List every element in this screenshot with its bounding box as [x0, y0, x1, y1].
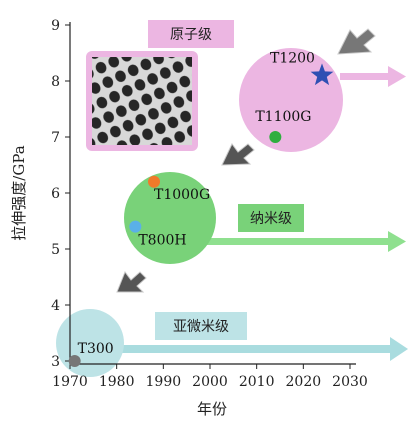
- data-label-t1200: T1200: [270, 50, 315, 66]
- x-tick-label: 1980: [99, 374, 135, 390]
- y-axis-title: 拉伸强度/GPa: [10, 145, 28, 240]
- data-point-t300: [68, 355, 81, 367]
- x-axis-title: 年份: [197, 400, 227, 418]
- label-box-submicron: [155, 312, 247, 340]
- progress-arrow-3: [337, 28, 376, 55]
- label-box-nano: [238, 204, 304, 232]
- label-submicron: 亚微米级: [173, 319, 229, 335]
- data-point-t1000g: [148, 175, 160, 188]
- y-tick-label: 6: [51, 186, 60, 202]
- label-nano: 纳米级: [250, 211, 292, 227]
- data-label-t800h: T800H: [138, 233, 186, 249]
- band-submicron-arrowhead: [390, 337, 408, 361]
- data-label-t300: T300: [78, 341, 114, 357]
- data-point-t800h: [129, 220, 142, 233]
- y-tick-label: 9: [51, 18, 60, 34]
- x-tick-label: 1970: [52, 374, 88, 390]
- data-label-t1100g: T1100G: [255, 109, 311, 125]
- label-atomic: 原子级: [170, 27, 212, 43]
- progress-arrow-1: [116, 270, 147, 293]
- x-tick-label: 1990: [146, 374, 182, 390]
- data-point-t1200: [310, 63, 334, 86]
- band-nano-arrow: [200, 238, 390, 245]
- x-tick-label: 2010: [239, 374, 275, 390]
- label-box-atomic: [148, 20, 234, 48]
- y-tick-label: 8: [51, 74, 60, 90]
- band-submicron-arrow: [100, 345, 392, 353]
- y-tick-label: 7: [51, 130, 60, 146]
- x-tick-label: 2000: [192, 374, 228, 390]
- progress-arrow-2: [221, 143, 255, 166]
- x-tick-label: 2030: [332, 374, 368, 390]
- data-point-t1100g: [269, 131, 282, 143]
- band-atomic-arrow: [340, 73, 390, 80]
- x-tick-label: 2020: [286, 374, 322, 390]
- band-atomic-arrowhead: [388, 66, 406, 87]
- y-tick-label: 3: [51, 354, 60, 370]
- data-label-t1000g: T1000G: [154, 187, 210, 203]
- y-tick-label: 5: [51, 242, 60, 258]
- stage-circle-nano: [124, 172, 216, 264]
- y-tick-label: 4: [51, 298, 60, 314]
- band-nano-arrowhead: [388, 231, 406, 252]
- atomic-image: [92, 57, 192, 145]
